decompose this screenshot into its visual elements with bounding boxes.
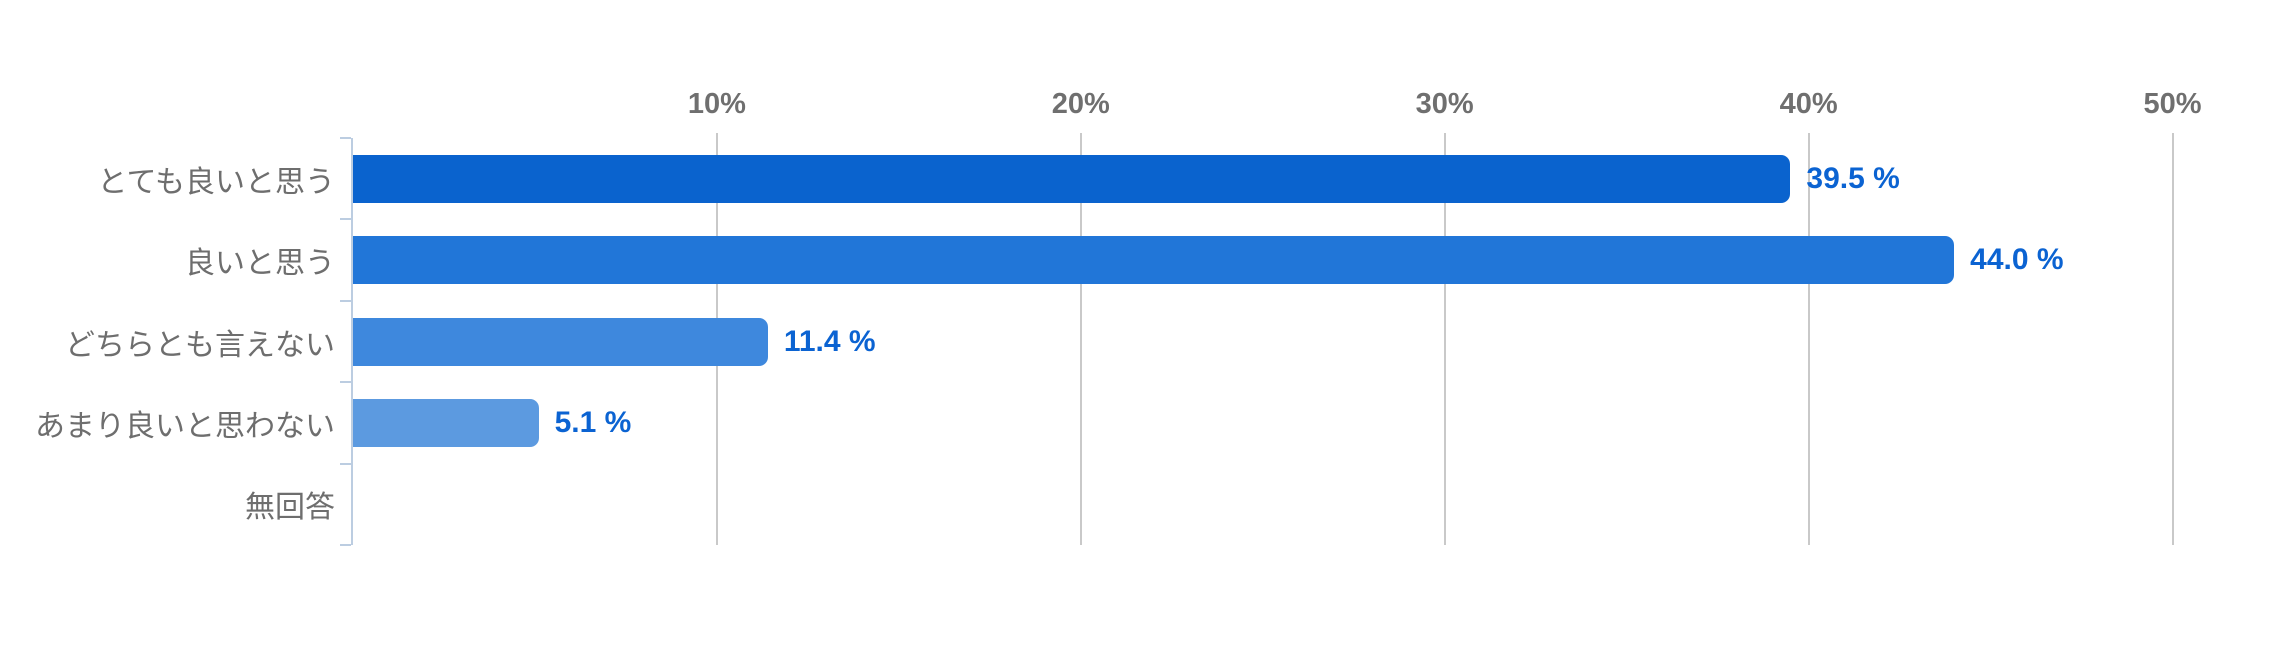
category-label: 良いと思う (185, 247, 335, 281)
category-label: 無回答 (245, 491, 335, 525)
y-axis-tick (340, 218, 351, 221)
y-axis-tick (340, 299, 351, 302)
gridline (1079, 133, 1082, 545)
gridline (1807, 133, 1810, 545)
y-axis-tick (340, 544, 351, 546)
x-tick-label: 30% (1415, 88, 1474, 120)
y-axis-line (351, 138, 353, 545)
gridline (2171, 133, 2174, 545)
bar (353, 317, 768, 366)
gridline (1443, 133, 1446, 545)
x-tick-label: 20% (1051, 88, 1110, 120)
x-tick-label: 40% (1779, 88, 1838, 120)
y-axis-tick (340, 381, 351, 384)
bar (353, 236, 1955, 285)
bar (353, 398, 539, 447)
value-label: 11.4 % (783, 324, 876, 358)
y-axis-tick (340, 462, 351, 465)
category-label: とても良いと思う (97, 165, 335, 199)
x-tick-label: 50% (2143, 88, 2202, 120)
category-label: あまり良いと思わない (35, 409, 335, 443)
y-axis-tick (340, 137, 351, 139)
value-label: 5.1 % (554, 405, 632, 439)
bar (353, 154, 1791, 203)
value-label: 44.0 % (1970, 243, 2064, 277)
category-label: どちらとも言えない (65, 328, 335, 362)
x-tick-label: 10% (687, 88, 746, 120)
value-label: 39.5 % (1806, 161, 1900, 195)
